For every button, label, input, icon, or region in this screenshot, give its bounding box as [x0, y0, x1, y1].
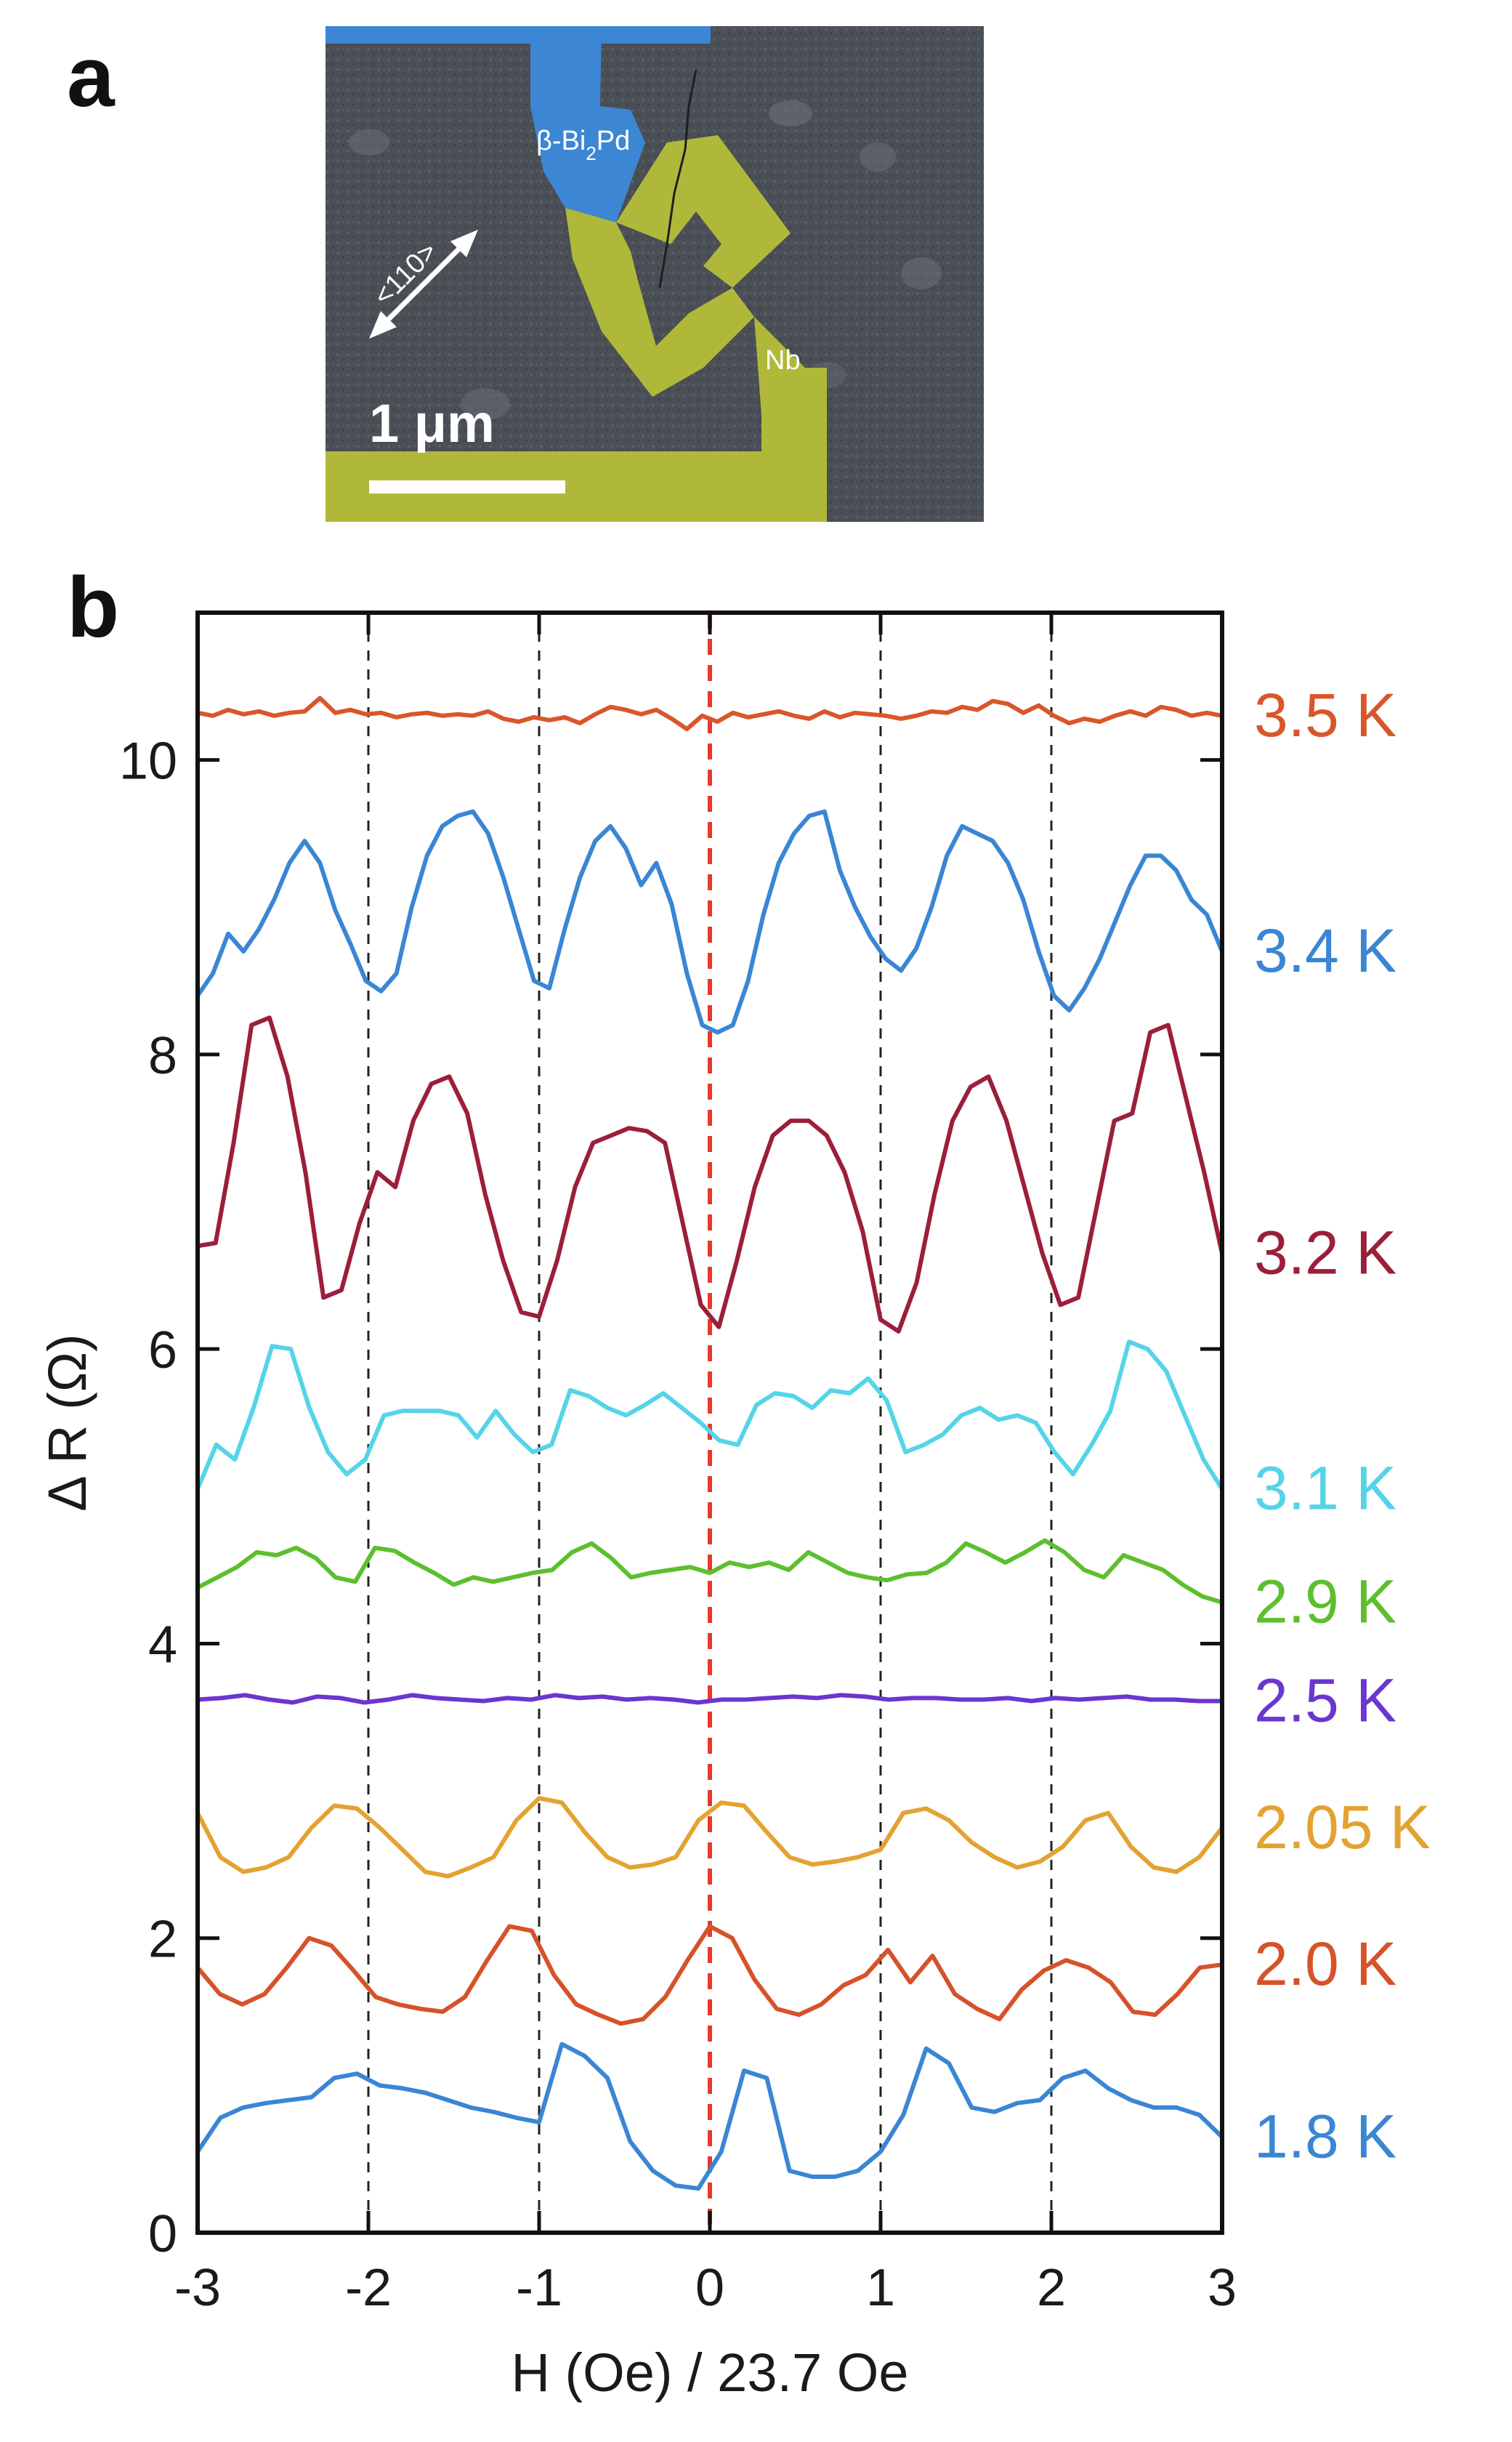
series-label: 3.4 K — [1254, 916, 1396, 985]
series-line-3-4-K — [195, 809, 1224, 1035]
series-label: 2.0 K — [1254, 1930, 1396, 1998]
series-label: 3.2 K — [1254, 1218, 1396, 1286]
series-label: 2.05 K — [1254, 1793, 1431, 1861]
scale-bar-label: 1 μm — [369, 393, 495, 454]
series-line-3-1-K — [195, 1339, 1224, 1491]
y-tick-label: 8 — [148, 1027, 177, 1085]
series-label: 1.8 K — [1254, 2102, 1396, 2170]
x-axis-title: H (Oe) / 23.7 Oe — [512, 2342, 909, 2403]
series-line-3-5-K — [197, 696, 1223, 732]
panel-a-letter: a — [67, 29, 115, 125]
y-axis-title: Δ R (Ω) — [37, 1334, 97, 1512]
series-line-2-05-K — [195, 1796, 1224, 1879]
series-line-2-5-K — [197, 1693, 1222, 1705]
y-tick-label: 0 — [148, 2205, 177, 2263]
direction-arrow — [369, 230, 478, 339]
series-label: 2.9 K — [1254, 1568, 1396, 1636]
bipd-region — [326, 26, 711, 222]
x-tick-label: -3 — [174, 2259, 221, 2317]
series-line-1-8-K — [195, 2042, 1224, 2191]
sem-micrograph: β-Bi2Pd Nb <110> 1 μm — [326, 26, 984, 522]
electrode-label: Nb — [765, 345, 801, 376]
x-tick-label: 2 — [1037, 2259, 1066, 2317]
x-tick-label: -1 — [516, 2259, 562, 2317]
x-tick-label: 1 — [866, 2259, 895, 2317]
series-label: 3.1 K — [1254, 1454, 1396, 1523]
x-tick-label: -2 — [345, 2259, 392, 2317]
series-line-2-0-K — [195, 1924, 1223, 2026]
y-tick-label: 6 — [148, 1321, 177, 1379]
panel-b-letter: b — [67, 560, 120, 656]
series-line-2-9-K — [196, 1538, 1223, 1605]
x-tick-label: 0 — [695, 2259, 724, 2317]
material-label: β-Bi2Pd — [536, 126, 630, 164]
y-tick-label: 10 — [119, 733, 177, 791]
y-tick-label: 2 — [148, 1911, 177, 1969]
y-tick-label: 4 — [148, 1616, 177, 1674]
series-line-3-2-K — [197, 1015, 1224, 1334]
x-tick-label: 3 — [1208, 2259, 1237, 2317]
series-label: 3.5 K — [1254, 681, 1396, 749]
series-label: 2.5 K — [1254, 1666, 1396, 1734]
scale-bar — [369, 480, 565, 493]
